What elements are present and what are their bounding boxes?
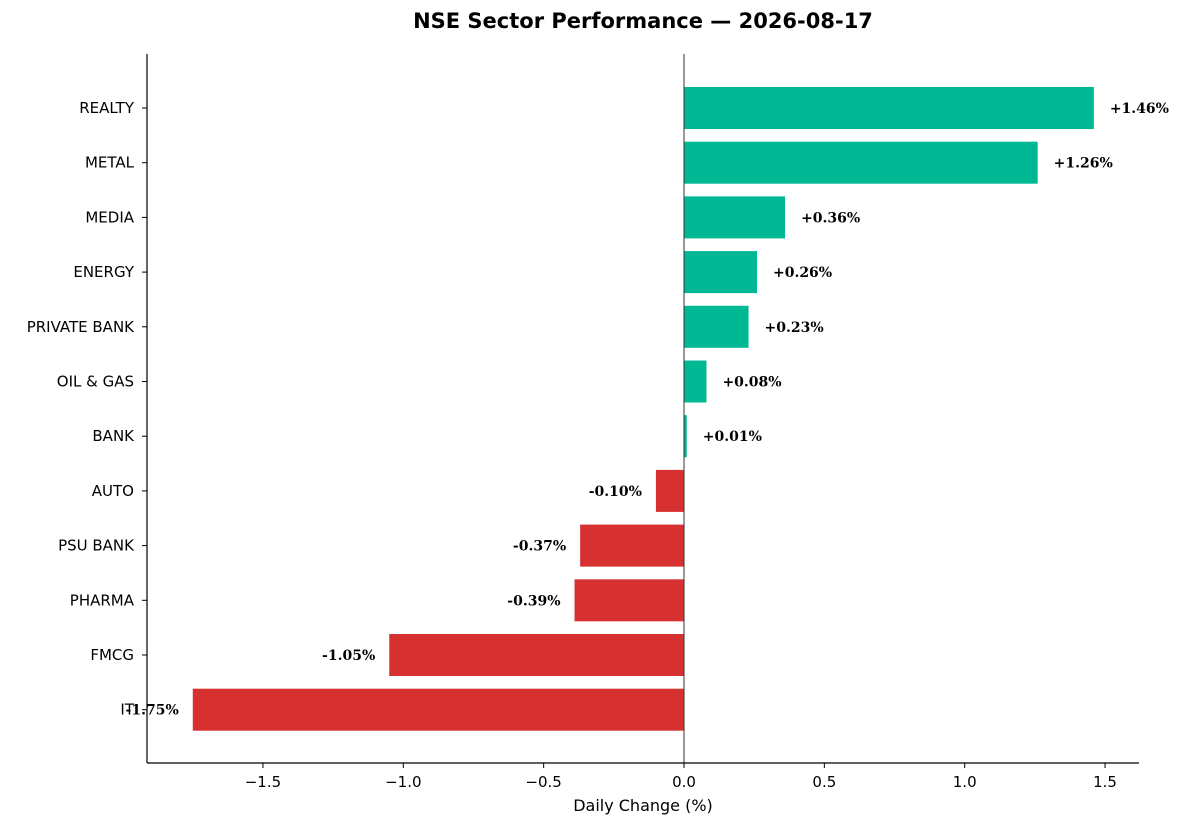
category-label: AUTO (92, 482, 134, 500)
category-label: MEDIA (85, 208, 134, 226)
x-tick-label: 1.0 (953, 773, 977, 791)
category-label: ENERGY (73, 263, 134, 281)
bar-auto (655, 469, 684, 512)
bar-it (192, 688, 684, 731)
labels-layer: REALTY +1.46% METAL +1.26% MEDIA +0.36% ENERGY… (27, 99, 1169, 791)
x-tick-label: −1.5 (245, 773, 281, 791)
bar-private-bank (684, 305, 749, 348)
data-label: +0.36% (801, 210, 860, 226)
bar-pharma (574, 579, 684, 622)
bar-psu-bank (580, 524, 684, 567)
chart-title: NSE Sector Performance — 2026-08-17 (413, 9, 873, 33)
data-label: -1.05% (322, 648, 375, 664)
category-label: PRIVATE BANK (27, 318, 135, 336)
bar-metal (684, 141, 1038, 184)
data-label: -1.75% (126, 703, 179, 719)
data-label: +0.08% (722, 375, 781, 391)
data-label: +0.26% (773, 265, 832, 281)
data-label: +1.46% (1110, 101, 1169, 117)
axes-layer (142, 54, 1139, 768)
x-tick-label: 1.5 (1093, 773, 1117, 791)
x-tick-label: −0.5 (525, 773, 561, 791)
data-label: -0.37% (513, 539, 566, 555)
data-label: -0.39% (507, 593, 560, 609)
category-label: REALTY (79, 99, 135, 117)
bar-bank (684, 415, 687, 458)
data-label: +0.23% (765, 320, 824, 336)
x-axis-label: Daily Change (%) (573, 796, 713, 815)
bar-realty (684, 87, 1094, 129)
bar-energy (684, 251, 757, 294)
x-tick-label: 0.5 (812, 773, 836, 791)
data-label: +0.01% (703, 429, 762, 445)
bar-media (684, 196, 786, 239)
x-tick-label: −1.0 (385, 773, 421, 791)
bar-fmcg (389, 634, 684, 676)
data-label: -0.10% (589, 484, 642, 500)
bars-layer (192, 87, 1094, 731)
category-label: PHARMA (70, 591, 135, 609)
bar-oil-gas (684, 360, 707, 403)
category-label: METAL (85, 154, 135, 172)
x-tick-label: 0.0 (672, 773, 696, 791)
category-label: FMCG (90, 646, 134, 664)
category-label: IT (120, 701, 134, 719)
category-label: OIL & GAS (57, 373, 134, 391)
data-label: +1.26% (1054, 156, 1113, 172)
category-label: PSU BANK (58, 537, 135, 555)
category-label: BANK (92, 427, 135, 445)
